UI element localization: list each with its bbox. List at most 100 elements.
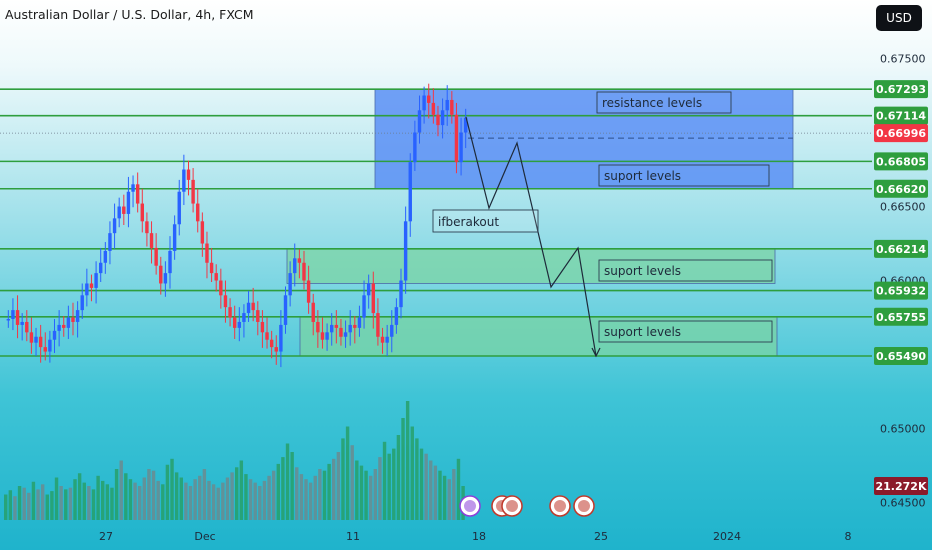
candle-body xyxy=(463,117,468,133)
candle-body xyxy=(122,206,126,214)
x-tick-label: 25 xyxy=(594,530,608,543)
volume-bar xyxy=(165,464,170,520)
zone-label-box xyxy=(598,320,773,343)
candle-body xyxy=(459,132,463,163)
volume-bar xyxy=(151,470,156,520)
volume-bar xyxy=(68,487,73,520)
volume-bar xyxy=(170,458,174,520)
volume-bar xyxy=(105,484,110,520)
volume-bar xyxy=(258,486,262,520)
candle-body xyxy=(417,110,422,133)
x-tick-label: 18 xyxy=(472,530,486,543)
volume-bar xyxy=(327,463,331,520)
volume-bar xyxy=(290,452,294,520)
volume-bar xyxy=(350,445,354,520)
volume-bar xyxy=(378,457,382,520)
volume-bar xyxy=(124,473,128,520)
candle-body xyxy=(223,295,228,308)
volume-bar xyxy=(456,458,461,520)
volume-bar xyxy=(179,477,183,520)
volume-bar xyxy=(373,469,378,520)
breakout-note: ifberakout xyxy=(438,215,499,229)
volume-bar xyxy=(87,486,91,520)
volume-bar xyxy=(216,487,220,520)
zone-label: resistance levels xyxy=(602,96,702,110)
volume-bar xyxy=(262,480,267,520)
candle-body xyxy=(149,233,154,248)
volume-bar xyxy=(332,458,336,520)
volume-bar xyxy=(267,475,271,520)
candle-body xyxy=(11,310,15,319)
volume-bar xyxy=(174,472,179,520)
candle-body xyxy=(288,273,292,296)
candle-body xyxy=(163,273,168,284)
volume-bar xyxy=(45,494,49,520)
volume-bar xyxy=(156,480,160,520)
candle-body xyxy=(413,132,417,163)
volume-tag-label: 21.272K xyxy=(876,480,927,493)
candle-body xyxy=(274,347,278,352)
candle-body xyxy=(256,310,260,322)
volume-bar xyxy=(308,482,313,520)
level-tag-label: 0.66620 xyxy=(876,183,926,196)
candle-body xyxy=(422,95,426,111)
volume-bar xyxy=(318,469,322,520)
volume-bar xyxy=(161,484,165,520)
candle-body xyxy=(214,273,218,281)
volume-bar xyxy=(442,475,447,520)
candle-body xyxy=(343,332,348,337)
volume-bar xyxy=(230,472,234,520)
y-tick-label: 0.65000 xyxy=(880,423,926,436)
candle-body xyxy=(279,324,283,352)
candle-body xyxy=(431,102,436,115)
volume-bar xyxy=(368,475,373,520)
candle-body xyxy=(237,321,242,328)
currency-button[interactable]: USD xyxy=(876,5,922,31)
candle-body xyxy=(371,283,375,314)
volume-bar xyxy=(429,460,433,520)
candle-body xyxy=(159,265,163,284)
volume-bar xyxy=(276,463,280,520)
zone-resistance xyxy=(374,88,794,190)
y-tick-label: 0.66500 xyxy=(880,201,926,214)
level-tag xyxy=(874,80,928,99)
candle-body xyxy=(6,319,11,321)
candle-body xyxy=(43,347,47,352)
zone-label: suport levels xyxy=(604,325,681,339)
volume-bar xyxy=(27,492,31,520)
volume-bar xyxy=(382,441,387,520)
volume-bar xyxy=(211,484,216,520)
candle-body xyxy=(260,321,265,333)
volume-bar xyxy=(202,469,207,520)
volume-bar xyxy=(36,489,40,520)
candle-body xyxy=(283,295,288,325)
volume-bar xyxy=(271,470,276,520)
candle-body xyxy=(131,184,135,192)
candle-body xyxy=(445,99,449,111)
candle-body xyxy=(117,206,121,219)
volume-bar xyxy=(91,489,96,520)
candle-body xyxy=(57,324,61,331)
candle-body xyxy=(440,110,445,126)
volume-bar xyxy=(13,496,17,520)
candle-body xyxy=(228,307,232,318)
volume-bar xyxy=(322,470,327,520)
candle-body xyxy=(403,221,408,281)
candle-body xyxy=(29,332,34,343)
volume-bar xyxy=(142,477,147,520)
level-tag-label: 0.65755 xyxy=(876,311,926,324)
candle-body xyxy=(15,310,20,325)
candle-body xyxy=(154,247,158,266)
volume-bar xyxy=(239,460,244,520)
volume-bar xyxy=(345,426,350,520)
candle-body xyxy=(219,280,223,296)
candle-body xyxy=(394,307,399,325)
level-tag-label: 0.66805 xyxy=(876,155,926,168)
volume-bar xyxy=(193,479,197,520)
volume-bar xyxy=(77,473,82,520)
zone-label-box xyxy=(596,91,732,114)
candle-body xyxy=(306,280,311,303)
candle-body xyxy=(196,203,200,222)
volume-bar xyxy=(59,486,63,520)
